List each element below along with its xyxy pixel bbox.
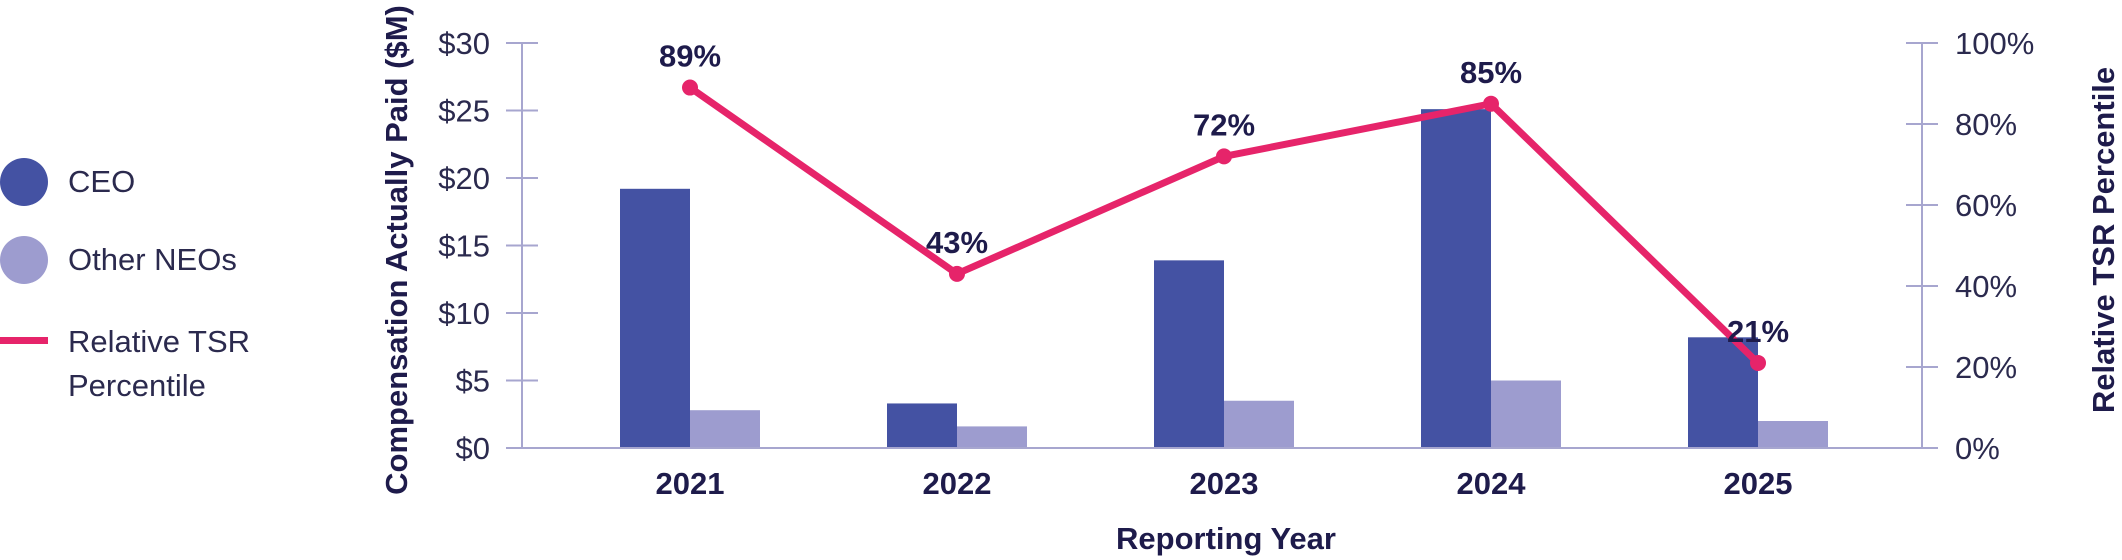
x-axis-title: Reporting Year [1116, 521, 1336, 556]
bar-other-neos-2022 [957, 426, 1027, 448]
axes-layer [506, 42, 1938, 449]
x-category-label-2024: 2024 [1457, 466, 1527, 501]
bars-layer [620, 109, 1828, 449]
tsr-point-2021 [682, 79, 698, 96]
tsr-data-label-2023: 72% [1193, 107, 1255, 142]
bar-other-neos-2024 [1491, 380, 1561, 448]
tsr-line-layer [682, 79, 1766, 371]
legend-label: CEO [68, 164, 136, 199]
legend-swatch [0, 337, 48, 344]
tsr-data-label-2025: 21% [1727, 314, 1789, 349]
tsr-point-2022 [949, 265, 965, 282]
legend-swatch [0, 236, 48, 284]
x-category-label-2023: 2023 [1190, 466, 1259, 501]
y-right-axis-title: Relative TSR Percentile [2086, 67, 2121, 413]
bar-other-neos-2025 [1758, 421, 1828, 448]
y-left-tick-label: $10 [438, 296, 490, 331]
legend-item-3: Relative TSR Percentile [0, 320, 298, 408]
x-category-label-2021: 2021 [656, 466, 725, 501]
y-right-tick-label: 100% [1955, 26, 2034, 61]
legend-label: Relative TSR Percentile [68, 324, 251, 403]
bar-other-neos-2023 [1224, 400, 1294, 448]
y-left-tick-label: $30 [438, 26, 490, 61]
bar-ceo-2023 [1154, 260, 1224, 448]
legend-swatch [0, 158, 48, 206]
y-right-tick-label: 20% [1955, 350, 2017, 385]
labels-layer: $0 $5 $10 $15 $20 $25 $30 0% 20% 40% 60% 80% 100% 202… [379, 5, 2121, 556]
bar-ceo-2022 [887, 403, 957, 448]
bar-ceo-2024 [1421, 109, 1491, 449]
y-left-tick-label: $15 [438, 229, 490, 264]
bar-other-neos-2021 [690, 410, 760, 448]
y-left-tick-label: $25 [438, 94, 490, 129]
y-left-tick-label: $20 [438, 161, 490, 196]
x-category-label-2025: 2025 [1724, 466, 1793, 501]
tsr-data-label-2024: 85% [1460, 55, 1522, 90]
y-left-tick-label: $5 [456, 364, 490, 399]
tsr-point-2024 [1483, 95, 1499, 112]
legend-label: Other NEOs [68, 242, 237, 277]
y-left-tick-label: $0 [456, 431, 490, 466]
y-left-axis-title: Compensation Actually Paid ($M) [379, 5, 414, 495]
tsr-data-label-2021: 89% [659, 39, 721, 74]
bar-ceo-2021 [620, 188, 690, 449]
y-right-tick-label: 80% [1955, 107, 2017, 142]
y-right-tick-label: 40% [1955, 269, 2017, 304]
tsr-point-2023 [1216, 148, 1232, 165]
x-category-label-2022: 2022 [923, 466, 992, 501]
legend-item-1: CEO [0, 158, 136, 206]
tsr-data-label-2022: 43% [926, 225, 988, 260]
tsr-point-2025 [1750, 354, 1766, 371]
legend-item-2: Other NEOs [0, 236, 237, 284]
y-right-tick-label: 0% [1955, 431, 2000, 466]
y-right-tick-label: 60% [1955, 188, 2017, 223]
